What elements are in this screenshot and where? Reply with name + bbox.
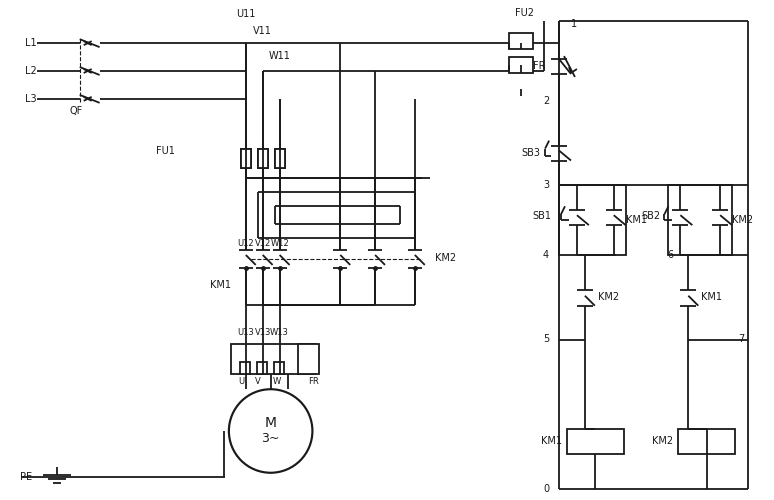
Text: KM2: KM2 [652,436,673,446]
Text: U11: U11 [236,10,255,20]
Text: PE: PE [20,472,33,482]
Bar [241,148,251,169]
Text: FR: FR [308,377,319,386]
Text: KM2: KM2 [732,215,753,225]
Text: V11: V11 [253,26,272,36]
Text: W13: W13 [270,328,289,337]
Bar [274,362,283,374]
Bar [509,33,533,49]
Text: 5: 5 [543,334,549,344]
Text: 1: 1 [571,20,577,30]
Bar [567,429,624,454]
Text: KM1: KM1 [541,436,562,446]
Text: L3: L3 [25,94,36,104]
Bar [275,148,285,169]
Text: V13: V13 [255,328,271,337]
Text: KM2: KM2 [435,253,456,263]
Bar [559,186,625,255]
Text: M: M [265,416,276,430]
Text: L1: L1 [25,38,36,48]
Text: 2: 2 [543,96,549,106]
Text: U13: U13 [238,328,254,337]
Text: KM2: KM2 [598,292,619,302]
Text: FU1: FU1 [156,146,175,156]
Text: KM1: KM1 [625,215,646,225]
Bar [240,362,250,374]
Text: 7: 7 [738,334,745,344]
Text: FU2: FU2 [515,8,534,18]
Text: V: V [255,377,261,386]
Bar [275,148,285,169]
Bar [258,148,268,169]
Bar [241,148,251,169]
Text: KM1: KM1 [701,292,722,302]
Bar [509,57,533,73]
Text: SB3: SB3 [522,148,541,158]
Text: U12: U12 [238,238,254,248]
Text: 3~: 3~ [262,432,280,446]
Text: 3: 3 [543,180,549,190]
Bar [257,362,267,374]
Text: V12: V12 [255,238,271,248]
Bar [231,344,315,374]
Text: W11: W11 [269,51,290,61]
Text: QF: QF [70,106,83,116]
Text: 4: 4 [543,250,549,260]
Text: SB2: SB2 [642,211,660,221]
Bar [297,344,320,374]
Text: W12: W12 [270,238,289,248]
Bar [678,429,735,454]
Text: L2: L2 [25,66,37,76]
Text: 0: 0 [543,484,549,494]
Text: FR: FR [533,61,546,71]
Text: SB1: SB1 [532,211,551,221]
Text: U: U [238,377,244,386]
Bar [258,148,268,169]
Text: W: W [272,377,281,386]
Bar [669,186,732,255]
Text: 6: 6 [667,250,673,260]
Text: KM1: KM1 [210,280,231,290]
